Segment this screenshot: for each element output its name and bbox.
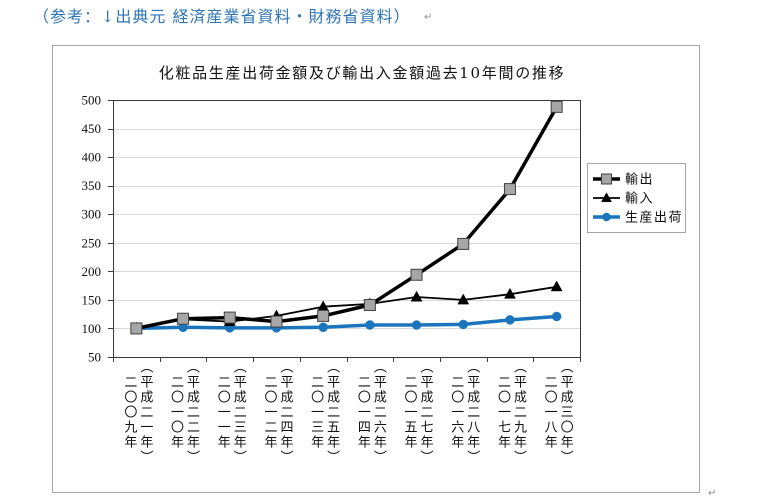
data-point-export	[503, 183, 516, 196]
data-point-production-shipment	[318, 322, 328, 333]
data-point-export	[457, 237, 470, 250]
legend-swatch-marker	[601, 192, 612, 203]
data-point-export	[317, 309, 330, 322]
legend-item-production-shipment: 生産出荷	[593, 210, 683, 226]
y-tick-label: 150	[82, 292, 102, 307]
x-tick-label: 二〇一一年 （平成二三年）	[214, 359, 246, 465]
legend-label: 生産出荷	[625, 210, 683, 226]
x-tick-label: 二〇一四年 （平成二六年）	[354, 359, 386, 465]
legend-item-export: 輸出	[593, 173, 654, 188]
data-point-production-shipment	[458, 319, 468, 330]
y-axis: 500 450 400 350 300 250 200 150 100 50	[82, 93, 113, 365]
data-point-import	[504, 287, 516, 299]
data-point-import	[410, 290, 423, 302]
x-tick-label: 二〇一二年 （平成二四年）	[261, 359, 293, 465]
y-tick-label: 400	[82, 150, 102, 165]
data-point-import	[550, 280, 563, 292]
series-line-import	[135, 285, 558, 329]
series-layer	[130, 100, 563, 335]
x-tick-label: 二〇一七年 （平成二九年）	[494, 359, 526, 465]
y-tick-label: 450	[82, 121, 102, 136]
legend-swatch-marker	[601, 173, 612, 185]
series-production-shipment	[131, 311, 562, 334]
chart-frame	[52, 45, 700, 493]
paragraph-mark: ↵	[424, 12, 433, 23]
plot-area-border	[113, 100, 581, 358]
x-tick-label: 二〇一八年 （平成三〇年）	[541, 359, 573, 465]
data-point-production-shipment	[365, 320, 375, 330]
data-point-export	[363, 299, 376, 312]
data-point-production-shipment	[505, 315, 515, 325]
legend-label: 輸出	[625, 173, 654, 188]
y-tick-label: 500	[82, 93, 102, 108]
x-tick-label: 二〇一〇年 （平成二二年）	[168, 359, 200, 465]
gridlines	[113, 100, 580, 358]
x-tick-label: 二〇〇九年 （平成二一年）	[121, 359, 153, 465]
data-point-export	[270, 315, 283, 328]
data-point-production-shipment	[411, 320, 422, 330]
reference-note: （参考：↓出典元 経済産業省資料・財務省資料）	[33, 7, 411, 26]
legend-item-import: 輸入	[593, 192, 654, 207]
data-point-export	[177, 312, 190, 325]
y-tick-label: 300	[82, 207, 102, 222]
paragraph-mark: ↵	[708, 488, 717, 499]
data-point-import	[457, 293, 470, 305]
data-point-export	[130, 322, 143, 335]
legend-label: 輸入	[625, 192, 654, 207]
series-line-production-shipment	[134, 314, 559, 331]
y-tick-label: 350	[82, 178, 102, 193]
series-line-export	[134, 105, 559, 331]
y-tick-label: 50	[88, 350, 101, 365]
x-tick-label: 二〇一五年 （平成二七年）	[401, 359, 433, 465]
x-tick-label: 二〇一六年 （平成二八年）	[448, 359, 480, 465]
y-tick-label: 200	[82, 264, 102, 279]
data-point-production-shipment	[551, 311, 562, 322]
data-point-export	[410, 268, 423, 281]
chart-title: 化粧品生産出荷金額及び輸出入金額過去10年間の推移	[159, 64, 566, 82]
data-point-export	[223, 311, 236, 324]
y-tick-label: 250	[82, 235, 102, 250]
data-point-export	[550, 100, 563, 113]
series-export	[130, 100, 563, 335]
x-tick-label: 二〇一三年 （平成二五年）	[308, 359, 340, 465]
legend-swatch-marker	[602, 212, 611, 222]
y-tick-label: 100	[82, 321, 102, 336]
